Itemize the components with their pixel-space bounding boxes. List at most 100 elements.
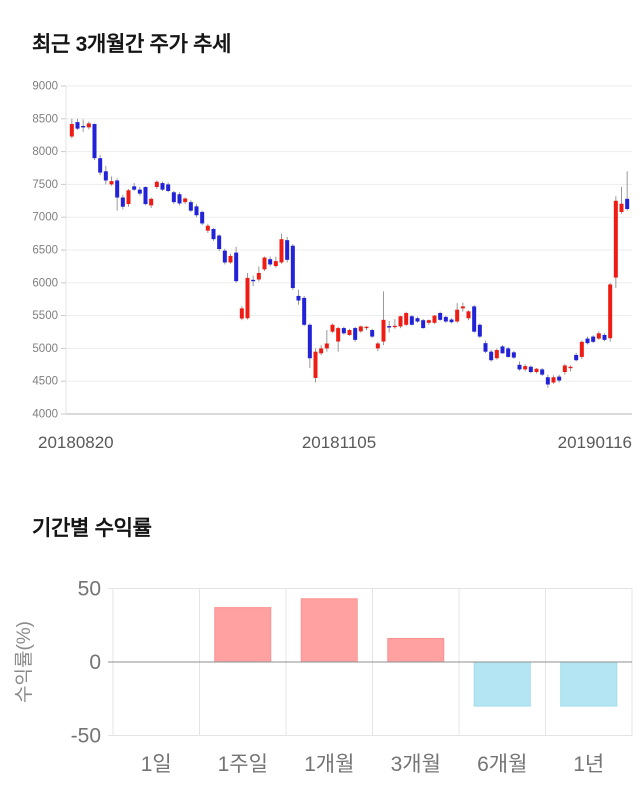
price-candlestick-chart: 9000 8500 8000 7500 7000 6500 6000 5500 5000 4500… xyxy=(32,81,632,452)
candle-down xyxy=(477,324,482,337)
candle-down xyxy=(449,319,454,323)
candle-up xyxy=(109,181,114,185)
candle-down xyxy=(472,306,477,332)
x-category-label: 1주일 xyxy=(218,753,268,776)
candle-up xyxy=(466,311,471,319)
candle-down xyxy=(268,259,273,265)
candle-down xyxy=(353,328,358,340)
candle-down xyxy=(222,250,227,263)
x-tick-label: 20180820 xyxy=(38,433,114,452)
candle-up xyxy=(426,320,431,323)
candle-up xyxy=(375,343,380,349)
candle-up xyxy=(455,309,460,322)
x-category-label: 1년 xyxy=(573,753,604,776)
x-category-label: 3개월 xyxy=(391,753,441,776)
candle-up xyxy=(279,239,284,263)
candle-down xyxy=(120,197,125,207)
candle-down xyxy=(177,194,182,204)
candle-up xyxy=(313,351,318,378)
candle-up xyxy=(613,200,618,278)
candle-down xyxy=(540,369,545,375)
candle-up xyxy=(619,203,624,212)
candle-down xyxy=(143,187,148,205)
candle-down xyxy=(251,279,256,282)
y-tick-label: 50 xyxy=(78,578,101,601)
period-returns-bar-chart: 50 0 -50 1일 1주일 1개월 3개월 6개월 1년 수익률(%) xyxy=(13,578,633,776)
bar-positive xyxy=(214,607,272,663)
x-category-label: 6개월 xyxy=(477,753,527,776)
candle-down xyxy=(92,124,97,159)
candle-up xyxy=(432,315,437,323)
candle-down xyxy=(171,192,176,203)
candle-down xyxy=(506,348,511,357)
candle-down xyxy=(421,320,426,329)
candle-up xyxy=(381,319,386,342)
bar-negative xyxy=(560,661,618,707)
candle-down xyxy=(341,328,346,334)
y-tick-label: 5500 xyxy=(32,310,58,322)
y-tick-label: -50 xyxy=(71,725,101,748)
x-category-label: 1개월 xyxy=(304,753,354,776)
candle-up xyxy=(154,181,159,188)
candle-up xyxy=(228,255,233,263)
x-tick-label: 20181105 xyxy=(302,433,376,452)
candle-down xyxy=(166,184,171,191)
y-tick-label: 6000 xyxy=(32,277,58,289)
candle-up xyxy=(579,341,584,357)
candle-down xyxy=(415,318,420,322)
candle-down xyxy=(285,240,290,260)
candle-up xyxy=(69,124,74,137)
candle-up xyxy=(330,324,335,332)
candle-down xyxy=(511,352,516,358)
candle-down xyxy=(557,376,562,381)
y-tick-label: 8500 xyxy=(32,113,58,125)
candle-down xyxy=(370,330,375,337)
bar-positive xyxy=(387,637,445,663)
candle-up xyxy=(273,261,278,267)
y-tick-label: 4000 xyxy=(32,409,58,421)
candle-down xyxy=(211,229,216,240)
candle-up xyxy=(494,350,499,359)
candle-up xyxy=(398,316,403,327)
candle-down xyxy=(160,183,165,190)
candle-down xyxy=(137,189,142,194)
candle-up xyxy=(256,272,261,280)
candle-up xyxy=(568,366,573,369)
candle-down xyxy=(574,354,579,361)
candle-down xyxy=(585,338,590,344)
candle-down xyxy=(103,171,108,181)
candle-down xyxy=(81,126,86,128)
x-category-label: 1일 xyxy=(141,753,172,776)
candle-down xyxy=(545,377,550,385)
candle-up xyxy=(86,123,91,128)
candle-down xyxy=(591,336,596,342)
candle-up xyxy=(183,198,188,203)
candle-up xyxy=(239,308,244,319)
candle-down xyxy=(217,235,222,250)
candle-up xyxy=(319,348,324,354)
candle-up xyxy=(336,328,341,342)
candle-up xyxy=(149,198,154,206)
price-chart-title: 최근 3개월간 주가 추세 xyxy=(32,33,232,56)
y-axis-title: 수익률(%) xyxy=(13,621,35,703)
candle-down xyxy=(188,202,193,211)
candle-down xyxy=(194,206,199,216)
candle-up xyxy=(262,257,267,270)
bar-negative xyxy=(473,661,531,707)
candle-up xyxy=(551,377,556,383)
candle-down xyxy=(483,343,488,352)
candle-up xyxy=(245,277,250,319)
y-tick-label: 4500 xyxy=(32,376,58,388)
candle-down xyxy=(528,366,533,373)
candle-down xyxy=(302,297,307,325)
y-tick-label: 6500 xyxy=(32,245,58,257)
candle-up xyxy=(562,365,567,373)
candle-down xyxy=(296,295,301,301)
candle-down xyxy=(115,180,120,198)
candle-down xyxy=(98,158,103,173)
candle-up xyxy=(358,326,363,332)
candle-down xyxy=(602,334,607,340)
candle-down xyxy=(443,316,448,322)
candle-down xyxy=(307,324,312,359)
candle-up xyxy=(347,330,352,335)
